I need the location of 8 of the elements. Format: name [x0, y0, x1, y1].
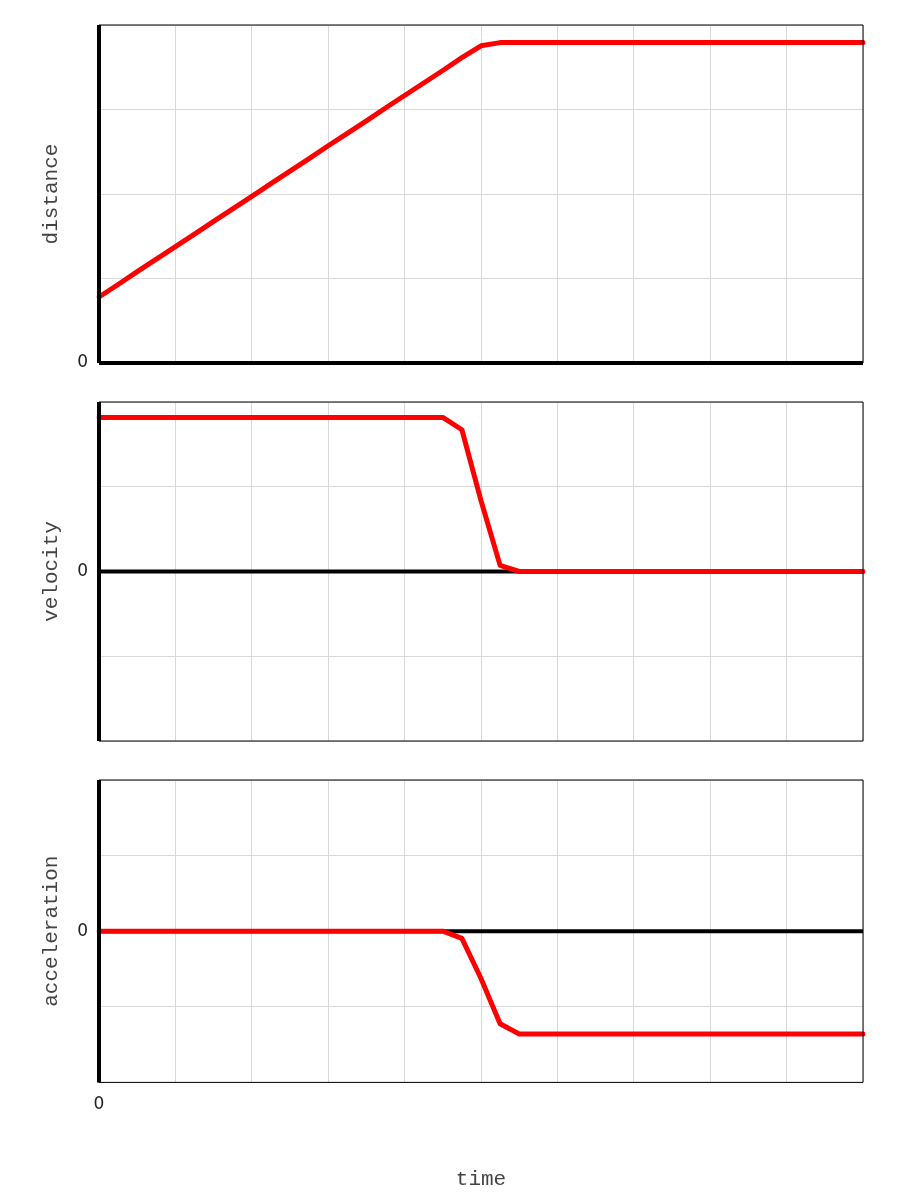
text: 0 [77, 559, 88, 580]
y-axis-title: distance [40, 143, 64, 245]
text: 0 [77, 351, 88, 372]
y-axis-title: acceleration [40, 855, 64, 1007]
x-axis-title: time [455, 1167, 507, 1191]
y-axis-title: velocity [40, 521, 64, 622]
text: 0 [93, 1092, 105, 1113]
text: 0 [77, 919, 88, 940]
